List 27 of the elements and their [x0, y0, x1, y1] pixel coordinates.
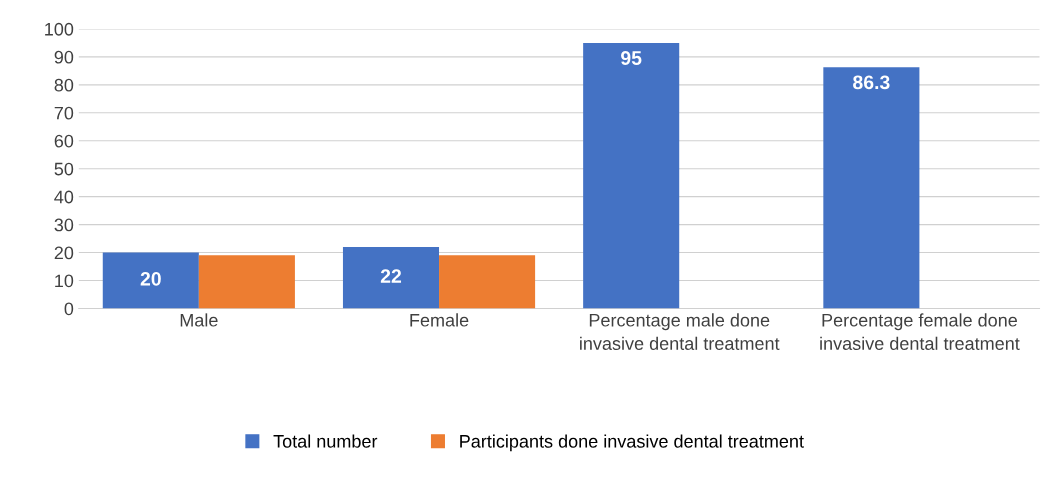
x-tick-label: Female: [410, 313, 469, 327]
y-tick-label: 0: [64, 302, 74, 316]
y-tick-label: 10: [55, 274, 74, 288]
y-tick-label: 100: [45, 22, 74, 36]
x-tick-label: Percentage male done invasive dental treatment: [580, 313, 780, 350]
y-tick-label: 80: [54, 78, 74, 92]
y-tick-label: 90: [54, 50, 74, 64]
bar: [198, 255, 295, 309]
legend-label: Total number: [273, 434, 378, 448]
legend-label: Participants done invasive dental treatment: [460, 434, 804, 452]
y-tick-label: 40: [54, 190, 74, 204]
data-label: 22: [380, 269, 402, 283]
bar: [823, 67, 920, 309]
bar: [439, 255, 536, 309]
bar: [102, 252, 199, 309]
y-tick-label: 50: [54, 162, 74, 176]
data-label: 86.3: [853, 75, 890, 90]
y-tick-label: 60: [54, 134, 74, 148]
x-tick-label: Percentage female done invasive dental treatment: [820, 313, 1020, 350]
bar: [342, 246, 440, 309]
y-tick-label: 20: [54, 246, 74, 260]
data-label: 20: [140, 271, 161, 286]
y-tick-label: 30: [54, 218, 74, 232]
y-tick-label: 70: [54, 106, 74, 120]
data-label: 95: [621, 51, 642, 65]
x-tick-label: Male: [180, 313, 218, 327]
bar: [583, 42, 680, 309]
